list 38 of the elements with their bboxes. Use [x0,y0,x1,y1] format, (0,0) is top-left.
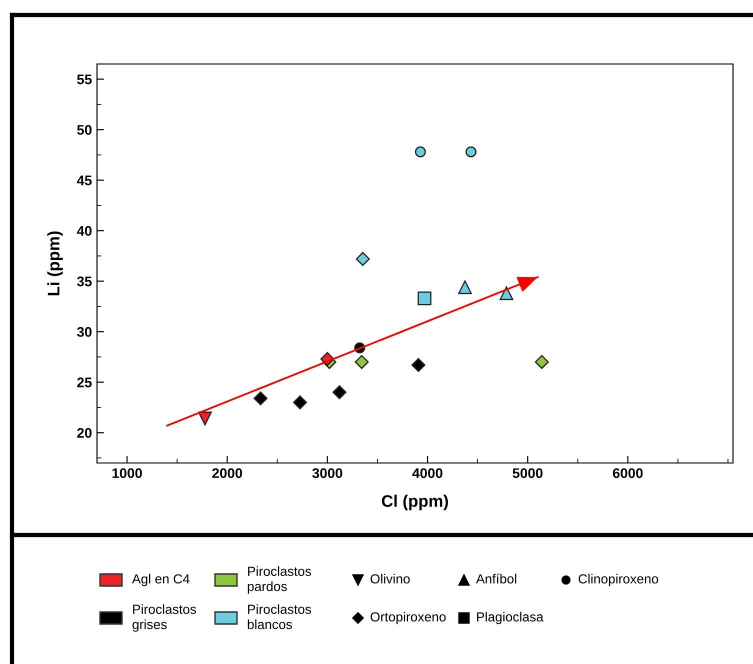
text: Olivino [370,574,410,584]
point [354,354,369,369]
x-tick-label: 6000 [612,468,643,478]
y-tick-label: 25 [77,378,92,388]
y-tick-label: 50 [77,124,92,135]
text: Piroclastos blancos [248,604,312,630]
text: Anfíbol [476,574,516,584]
point [534,354,549,369]
y-tick-label: 55 [77,74,92,84]
text: Agl en C4 [132,574,190,586]
y-axis-title: Li (ppm) [47,231,63,296]
point [500,286,514,300]
text: Piroclastos grises [132,604,196,632]
y-tick-label: 40 [76,226,92,236]
x-tick-label: 1000 [112,468,142,478]
point [198,412,212,426]
point [332,385,346,400]
y-tick-label: 30 [77,327,92,337]
x-tick-label: 4000 [412,468,442,478]
point [411,358,426,372]
point [293,395,308,410]
point [414,146,426,158]
point [466,146,476,158]
text: Clinopiroxeno [578,574,658,586]
y-tick-label: 20 [77,428,92,438]
text: Piroclastos pardos [248,566,312,594]
y-tick-label: 45 [76,176,92,186]
point [458,280,472,294]
x-tick-label: 2000 [212,468,242,478]
x-axis-title: Cl (ppm) [382,494,448,510]
point [356,252,370,266]
y-tick-label: 35 [77,276,92,286]
x-tick-label: 3000 [312,468,342,478]
text: Plagioclasa [477,612,544,624]
point [418,291,432,306]
point [254,391,268,406]
text: Ortopiroxeno [370,612,446,624]
x-tick-label: 5000 [512,468,543,478]
